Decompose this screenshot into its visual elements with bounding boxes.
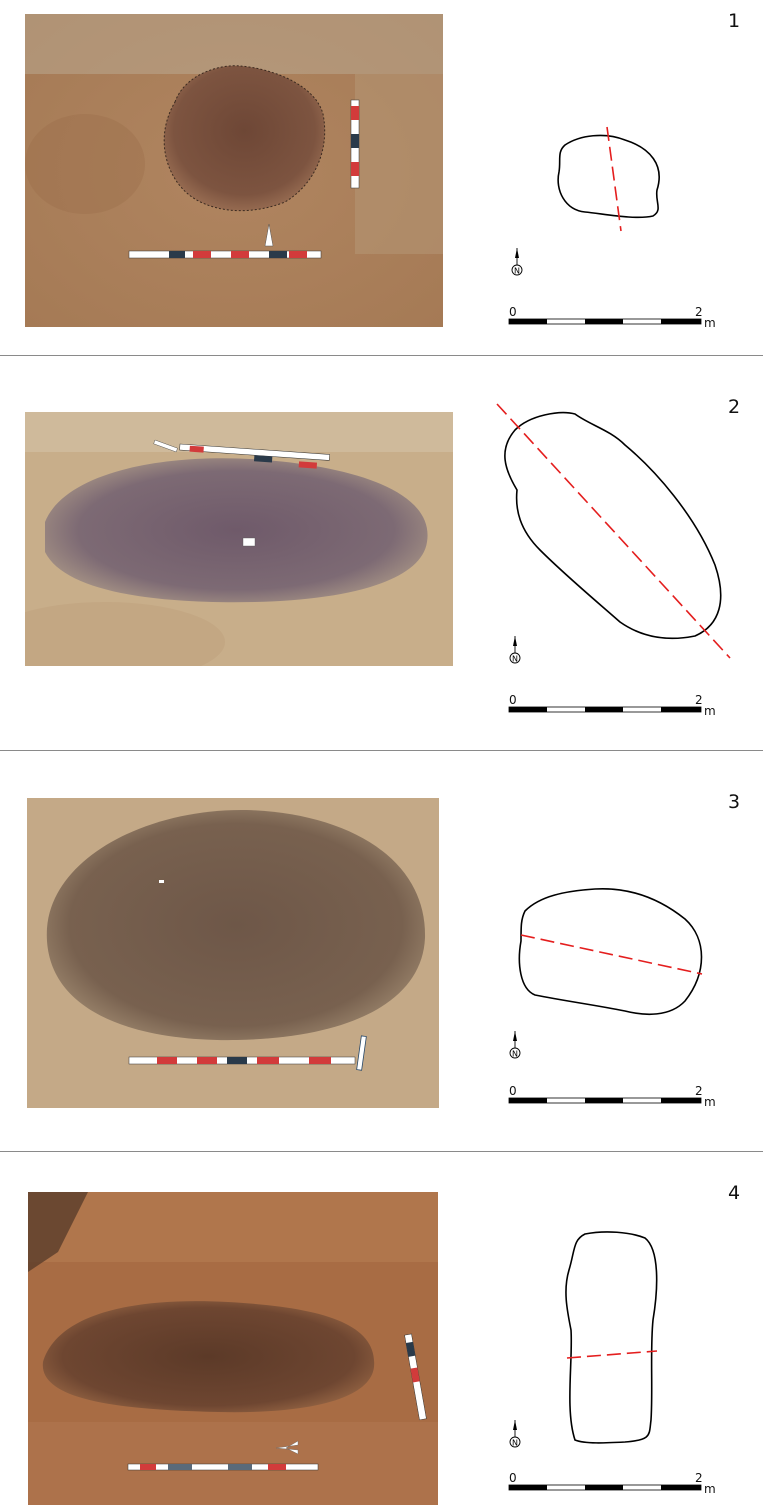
feature-outline: [504, 411, 722, 640]
north-arrow-icon: N: [509, 636, 521, 664]
north-label: N: [512, 1439, 518, 1448]
ranging-rod-horizontal: [128, 250, 322, 259]
figure-panel-4: 4 N 0 2 m: [0, 1152, 763, 1505]
scale-unit: m: [704, 1095, 716, 1109]
feature-outline: [565, 1231, 658, 1444]
scale-start: 0: [509, 1471, 517, 1485]
figure-number: 2: [728, 396, 741, 418]
scale-unit: m: [704, 704, 716, 718]
scale-end: 2: [695, 693, 703, 707]
figure-number: 4: [728, 1182, 741, 1204]
plan-drawing-2: N 0 2 m: [496, 403, 731, 718]
north-arrow-icon: N: [509, 1420, 521, 1448]
excavation-photo-2: [25, 412, 453, 666]
scale-end: 2: [695, 1084, 703, 1098]
ranging-rod-vertical: [404, 1333, 427, 1421]
feature-outline: [557, 134, 660, 219]
scale-unit: m: [704, 1482, 716, 1496]
plan-drawing-3: N 0 2 m: [508, 888, 716, 1109]
separator-line: [0, 1151, 763, 1152]
scale-end: 2: [695, 1471, 703, 1485]
separator-line: [0, 355, 763, 356]
plan-drawing-1: N 0 2 m: [508, 126, 716, 330]
north-label: N: [512, 1050, 518, 1059]
figure-panel-1: 1 N 0 2 m: [0, 0, 763, 355]
ranging-rod-vertical: [350, 99, 360, 189]
north-arrow-icon: N: [509, 1031, 521, 1059]
scale-bar: 0 2 m: [508, 693, 716, 718]
scale-bar: 0 2 m: [508, 1471, 716, 1496]
figure-panel-2: 2 N 0 2 m: [0, 356, 763, 750]
ranging-rod: [153, 439, 330, 469]
section-line: [606, 126, 622, 232]
scale-start: 0: [509, 305, 517, 319]
north-label: N: [512, 655, 518, 664]
scale-end: 2: [695, 305, 703, 319]
scale-unit: m: [704, 316, 716, 330]
figure-number: 1: [728, 10, 741, 32]
ranging-rod: [128, 1035, 367, 1071]
figure-number: 3: [728, 791, 741, 813]
section-line: [496, 403, 731, 659]
excavation-photo-3: [27, 798, 439, 1108]
plan-drawing-4: N 0 2 m: [508, 1231, 716, 1496]
ranging-rod-horizontal: [127, 1463, 319, 1471]
scale-start: 0: [509, 693, 517, 707]
feature-outline: [518, 888, 703, 1015]
scale-start: 0: [509, 1084, 517, 1098]
scale-bar: 0 2 m: [508, 305, 716, 330]
north-arrow-icon: N: [511, 248, 523, 276]
north-label: N: [514, 267, 520, 276]
section-line: [520, 934, 703, 975]
section-line: [566, 1350, 658, 1359]
scale-bar: 0 2 m: [508, 1084, 716, 1109]
figure-panel-3: 3 N 0 2 m: [0, 751, 763, 1151]
excavation-photo-4: [28, 1192, 438, 1505]
separator-line: [0, 750, 763, 751]
excavation-photo-1: [25, 14, 443, 327]
